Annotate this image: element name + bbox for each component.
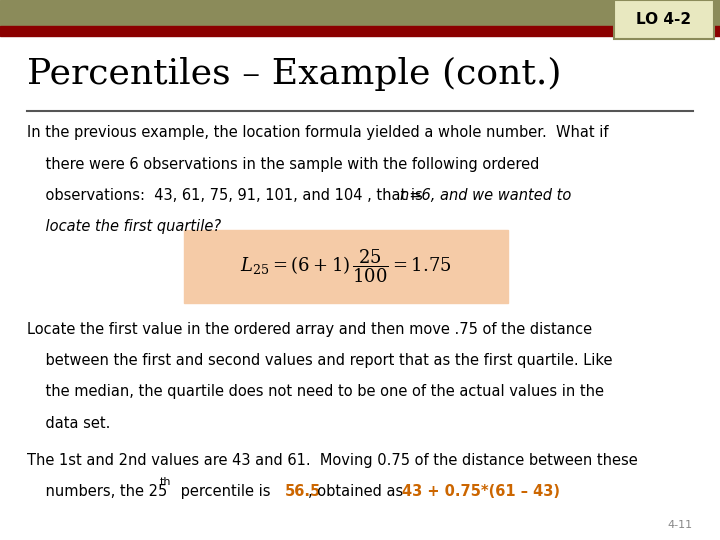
Text: n=6, and we wanted to: n=6, and we wanted to (400, 188, 572, 203)
Text: Locate the first value in the ordered array and then move .75 of the distance: Locate the first value in the ordered ar… (27, 322, 593, 337)
Text: the median, the quartile does not need to be one of the actual values in the: the median, the quartile does not need t… (27, 384, 604, 400)
Text: data set.: data set. (27, 416, 111, 431)
Text: between the first and second values and report that as the first quartile. Like: between the first and second values and … (27, 353, 613, 368)
Text: th: th (160, 477, 171, 488)
Text: there were 6 observations in the sample with the following ordered: there were 6 observations in the sample … (27, 157, 540, 172)
Text: 4-11: 4-11 (667, 520, 693, 530)
Text: $L_{25} = (6+1)\,\dfrac{25}{100} = 1.75$: $L_{25} = (6+1)\,\dfrac{25}{100} = 1.75$ (240, 248, 451, 285)
Text: locate the first quartile?: locate the first quartile? (27, 219, 222, 234)
Text: observations:  43, 61, 75, 91, 101, and 104 , that is: observations: 43, 61, 75, 91, 101, and 1… (27, 188, 428, 203)
Text: percentile is: percentile is (176, 484, 280, 499)
Text: 56.5: 56.5 (284, 484, 320, 499)
FancyBboxPatch shape (614, 0, 714, 39)
Bar (0, 26, 720, 36)
Text: Percentiles – Example (cont.): Percentiles – Example (cont.) (27, 57, 562, 91)
Text: , obtained as: , obtained as (308, 484, 413, 499)
FancyBboxPatch shape (184, 230, 508, 303)
Text: LO 4-2: LO 4-2 (636, 12, 691, 27)
Text: In the previous example, the location formula yielded a whole number.  What if: In the previous example, the location fo… (27, 125, 609, 140)
Text: 43 + 0.75*(61 – 43): 43 + 0.75*(61 – 43) (402, 484, 559, 499)
Text: The 1st and 2nd values are 43 and 61.  Moving 0.75 of the distance between these: The 1st and 2nd values are 43 and 61. Mo… (27, 453, 638, 468)
Text: numbers, the 25: numbers, the 25 (27, 484, 168, 499)
Bar (0, 0, 720, 26)
